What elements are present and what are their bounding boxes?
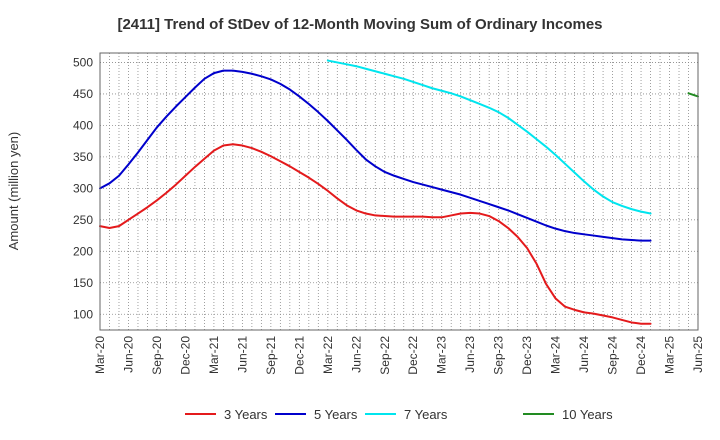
y-tick-label: 200	[73, 244, 93, 258]
y-axis-title: Amount (million yen)	[6, 132, 21, 251]
series-layer	[99, 59, 699, 325]
x-tick-label: Jun-25	[691, 336, 705, 373]
x-tick-label: Mar-20	[93, 336, 107, 374]
grid-layer	[100, 53, 698, 330]
legend-label-7-years: 7 Years	[404, 407, 448, 422]
x-tick-label: Dec-20	[178, 336, 192, 375]
legend-label-10-years: 10 Years	[562, 407, 613, 422]
x-tick-label: Dec-22	[406, 336, 420, 375]
x-tick-label: Jun-22	[349, 336, 363, 373]
x-tick-label: Mar-23	[435, 336, 449, 374]
plot-frame	[99, 52, 699, 331]
y-tick-label: 350	[73, 150, 93, 164]
x-tick-label: Jun-20	[121, 336, 135, 373]
x-tick-label: Dec-23	[520, 336, 534, 375]
x-tick-label: Jun-21	[235, 336, 249, 373]
x-tick-label: Mar-22	[321, 336, 335, 374]
series-line-7-years	[326, 59, 652, 215]
y-tick-labels: 100 150 200 250 300 350 400 450 500	[73, 55, 93, 321]
x-tick-label: Sep-21	[264, 336, 278, 375]
chart-title: [2411] Trend of StDev of 12-Month Moving…	[117, 16, 603, 33]
x-tick-label: Jun-23	[463, 336, 477, 373]
y-tick-label: 150	[73, 276, 93, 290]
x-tick-labels: Mar-20 Jun-20 Sep-20 Dec-20 Mar-21 Jun-21 Sep-…	[93, 336, 705, 375]
y-tick-label: 400	[73, 118, 93, 132]
x-tick-label: Mar-24	[549, 336, 563, 374]
series-line-5-years	[99, 69, 652, 242]
y-tick-label: 250	[73, 213, 93, 227]
x-tick-label: Sep-24	[606, 336, 620, 375]
series-line-10-years	[687, 92, 699, 98]
y-tick-label: 100	[73, 307, 93, 321]
x-tick-label: Dec-24	[634, 336, 648, 375]
y-tick-label: 300	[73, 181, 93, 195]
x-tick-label: Dec-21	[292, 336, 306, 375]
legend: 3 Years 5 Years 7 Years 10 Years	[185, 407, 613, 422]
series-line-3-years	[99, 143, 652, 325]
x-tick-label: Jun-24	[577, 336, 591, 373]
x-tick-label: Sep-22	[378, 336, 392, 375]
x-tick-label: Mar-21	[207, 336, 221, 374]
legend-label-3-years: 3 Years	[224, 407, 268, 422]
x-tick-label: Sep-20	[150, 336, 164, 375]
y-tick-label: 500	[73, 55, 93, 69]
legend-label-5-years: 5 Years	[314, 407, 358, 422]
x-tick-label: Sep-23	[492, 336, 506, 375]
y-tick-label: 450	[73, 87, 93, 101]
x-tick-label: Mar-25	[663, 336, 677, 374]
